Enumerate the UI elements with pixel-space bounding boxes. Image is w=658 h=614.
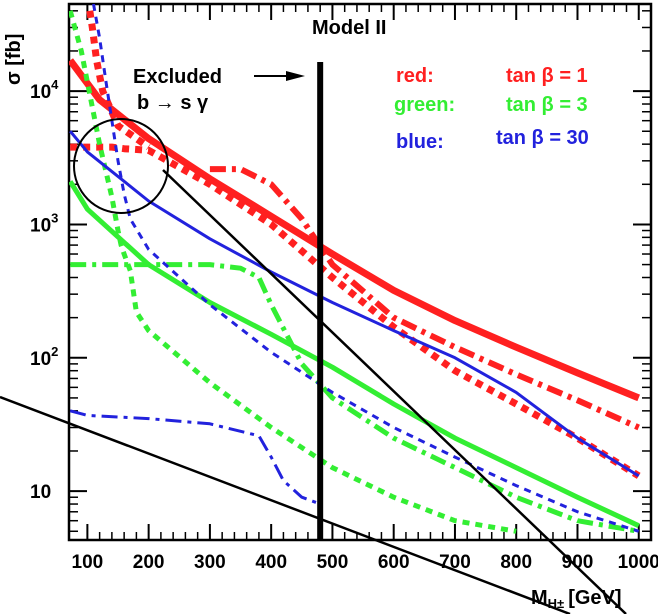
series-line-1 (69, 58, 641, 402)
excluded-label: Excluded (133, 66, 222, 88)
legend-blue-label: blue: (396, 131, 444, 153)
x-tick-label: 100 (72, 552, 104, 573)
x-tick-label: 800 (500, 552, 532, 573)
svg-text:MH±[GeV]: MH± [GeV] (531, 587, 622, 611)
series-line-5 (69, 180, 640, 528)
series-line-10 (69, 409, 321, 506)
legend-red-label: red: (396, 65, 434, 87)
overlay-layer (0, 62, 627, 614)
x-axis-label-unit: [GeV] (568, 587, 621, 609)
legend-green-value: tan β = 3 (506, 94, 588, 116)
series-line-7 (70, 262, 640, 534)
x-tick-label: 900 (562, 552, 594, 573)
exclusion-arrow-head (286, 71, 305, 81)
bsgamma-label: b → s γ (137, 92, 209, 114)
y-axis-label: σ [fb] (3, 34, 25, 85)
x-tick-label: 200 (133, 552, 165, 573)
legend-blue-value: tan β = 30 (496, 127, 589, 149)
y-tick-label: 102 (30, 344, 58, 370)
series-layer (69, 4, 641, 534)
y-tick-label: 103 (30, 210, 58, 236)
x-tick-label: 600 (378, 552, 410, 573)
series-line-2 (70, 143, 641, 479)
series-line-9 (92, 4, 640, 533)
series-line-6 (69, 10, 517, 534)
axis-ticks: 100 200 300 400 500 600 700 800 900 1000101021031… (30, 4, 658, 573)
series-line-8 (69, 130, 640, 478)
y-tick-label: 104 (30, 77, 59, 103)
x-axis-label-sub: H± (548, 596, 565, 611)
chart-title: Model II (312, 17, 386, 39)
series-line-4 (86, 10, 151, 150)
legend-red-value: tan β = 1 (506, 65, 588, 87)
annotation-line-1 (162, 169, 627, 614)
x-tick-label: 300 (194, 552, 226, 573)
y-tick-label: 10 (30, 482, 51, 503)
x-tick-label: 500 (317, 552, 349, 573)
series-line-3 (209, 166, 640, 431)
x-tick-label: 1000 (618, 552, 658, 573)
x-axis-label-main: M (531, 587, 548, 609)
annotation-line-2 (0, 395, 571, 614)
zoom-circle (73, 118, 169, 214)
legend-green-label: green: (394, 94, 455, 116)
x-axis-label: MH± [GeV] (531, 587, 622, 611)
plot-frame (67, 2, 653, 542)
x-tick-label: 400 (255, 552, 287, 573)
